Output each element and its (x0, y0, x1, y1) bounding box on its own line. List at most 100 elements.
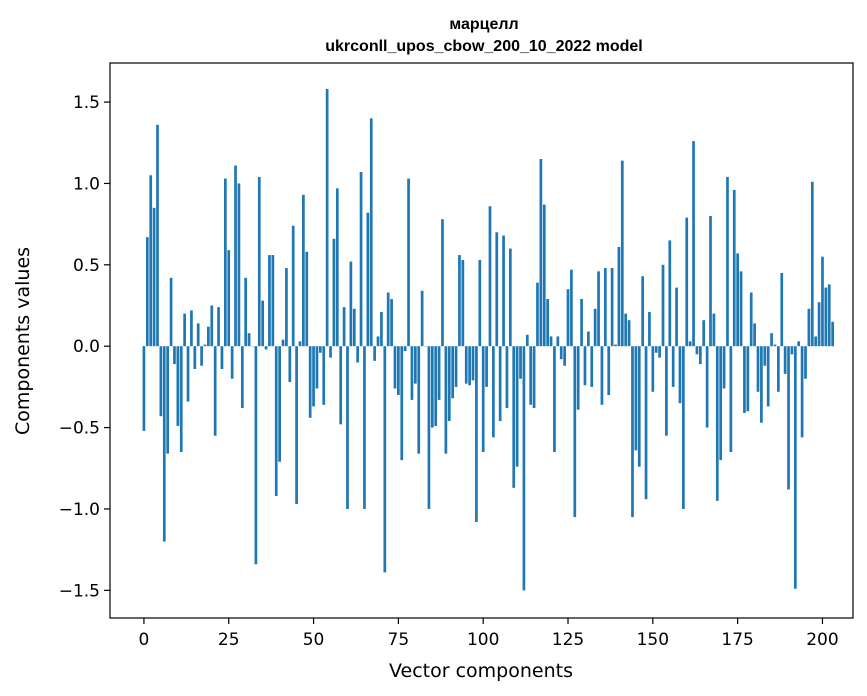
bar-35 (261, 300, 265, 347)
bar-52 (318, 346, 322, 353)
bar-25 (227, 250, 231, 347)
bar-100 (481, 346, 485, 452)
bar-152 (658, 346, 661, 358)
x-tick-label: 100 (467, 630, 499, 650)
bar-1 (145, 237, 149, 347)
bar-106 (502, 235, 505, 347)
bar-111 (519, 346, 522, 379)
bar-89 (444, 346, 448, 454)
bar-17 (200, 346, 203, 366)
bar-140 (617, 246, 621, 347)
bar-38 (271, 255, 275, 347)
bar-183 (763, 346, 767, 366)
bar-10 (176, 346, 180, 426)
bar-41 (281, 339, 285, 347)
bar-135 (600, 346, 604, 405)
x-tick-label: 50 (303, 630, 325, 650)
y-tick-label: 0.0 (73, 337, 100, 357)
bar-95 (464, 346, 468, 384)
bar-48 (305, 251, 309, 347)
bar-97 (471, 346, 475, 381)
bar-84 (427, 346, 431, 509)
bar-118 (542, 204, 546, 347)
bar-174 (732, 189, 736, 347)
x-axis-label: Vector components (389, 660, 573, 682)
y-axis-ticks: 1.5 1.0 0.5 0.0 −0.5 −1.0 −1.5 (59, 93, 110, 601)
bar-143 (627, 320, 631, 347)
bar-113 (525, 334, 529, 347)
bar-165 (702, 320, 706, 347)
bar-124 (563, 346, 566, 366)
bar-187 (777, 346, 780, 392)
bar-117 (539, 159, 543, 347)
bar-99 (478, 259, 482, 347)
bar-23 (220, 346, 224, 369)
bar-194 (800, 346, 804, 438)
bar-155 (668, 240, 672, 347)
bar-64 (359, 172, 363, 347)
bar-15 (193, 346, 197, 369)
bar-161 (688, 341, 692, 347)
bar-193 (797, 341, 801, 347)
bar-43 (288, 346, 292, 383)
bar-11 (179, 346, 183, 452)
bar-162 (692, 141, 695, 347)
bar-172 (726, 176, 729, 347)
bar-166 (705, 346, 709, 428)
bar-34 (257, 176, 261, 347)
bar-50 (312, 346, 315, 407)
bar-7 (166, 346, 170, 454)
x-tick-label: 175 (721, 630, 753, 650)
y-tick-label: 1.5 (73, 93, 100, 113)
bar-136 (603, 268, 607, 347)
bar-42 (285, 268, 288, 347)
bar-36 (264, 346, 268, 350)
bar-192 (793, 346, 797, 589)
bar-94 (461, 259, 465, 347)
bar-51 (315, 346, 319, 389)
bar-2 (149, 175, 153, 347)
bar-91 (451, 346, 455, 399)
bar-30 (244, 277, 248, 347)
bar-27 (234, 165, 237, 347)
bar-96 (468, 346, 471, 386)
bar-107 (505, 346, 509, 409)
bar-72 (386, 292, 390, 347)
bar-18 (203, 344, 207, 347)
bar-123 (559, 346, 563, 360)
x-axis-ticks: 0 25 50 75 100 125 150 175 200 (139, 618, 839, 650)
bar-0 (142, 346, 146, 431)
bar-37 (268, 255, 271, 347)
bar-159 (682, 346, 685, 509)
bar-201 (824, 287, 828, 347)
bar-144 (631, 346, 634, 518)
bar-53 (322, 346, 326, 405)
bar-76 (400, 346, 404, 461)
bar-160 (685, 217, 689, 347)
bar-190 (787, 346, 790, 490)
bar-203 (831, 321, 834, 347)
bar-200 (821, 256, 824, 347)
bar-171 (722, 346, 726, 389)
bar-44 (291, 225, 295, 347)
bar-24 (223, 178, 227, 347)
x-tick-label: 0 (139, 630, 150, 650)
bar-70 (380, 312, 383, 347)
bar-130 (583, 346, 587, 386)
bar-92 (454, 346, 458, 387)
bar-49 (308, 346, 312, 418)
bar-129 (580, 299, 583, 347)
bar-108 (508, 248, 512, 347)
bar-116 (536, 282, 539, 347)
bar-102 (488, 206, 492, 347)
bar-127 (573, 346, 577, 518)
bar-196 (807, 308, 811, 347)
bar-131 (587, 331, 590, 347)
bar-81 (417, 346, 421, 454)
bar-151 (654, 346, 658, 353)
bar-150 (651, 346, 655, 392)
bar-22 (217, 307, 220, 347)
bar-133 (593, 308, 597, 347)
bar-58 (339, 346, 343, 425)
